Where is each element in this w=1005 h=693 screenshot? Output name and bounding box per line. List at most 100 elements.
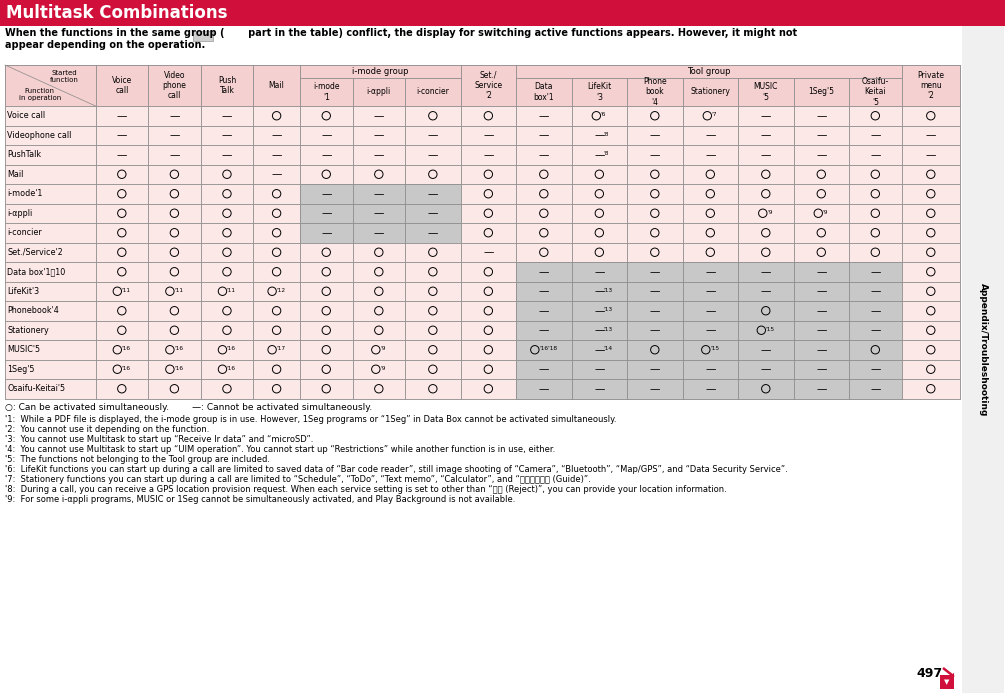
Bar [5,184,95,204]
Bar [299,262,353,281]
Bar [353,243,405,262]
Bar [738,262,794,281]
Bar [299,164,353,184]
Bar [627,164,682,184]
Bar [517,164,572,184]
Bar [299,243,353,262]
Text: —: — [321,228,332,238]
Bar [5,65,960,78]
Bar [95,379,148,398]
Bar [5,145,95,164]
Bar [572,320,627,340]
Bar [299,184,353,204]
Bar [962,26,1004,693]
Bar [201,379,253,398]
Bar [201,65,253,106]
Bar [299,125,353,145]
Bar [405,379,460,398]
Bar [405,184,460,204]
Bar [460,301,517,320]
Bar [5,320,95,340]
Text: '14: '14 [603,346,612,351]
Bar [253,125,299,145]
Text: When the functions in the same group (       part in the table) conflict, the di: When the functions in the same group ( p… [5,28,797,50]
Bar [849,243,901,262]
Bar [201,262,253,281]
Text: —: — [374,150,384,160]
Bar [517,281,572,301]
Text: —: — [816,286,826,296]
Bar [148,125,201,145]
Text: Appendix/Troubleshooting: Appendix/Troubleshooting [979,283,988,416]
Bar [460,243,517,262]
Text: —: — [761,111,771,121]
Bar [794,243,849,262]
Bar [627,360,682,379]
Bar [627,145,682,164]
Text: —: — [428,130,438,140]
Bar [517,243,572,262]
Text: —: — [594,267,604,277]
Text: '7:  Stationery functions you can start up during a call are limited to “Schedul: '7: Stationery functions you can start u… [5,475,591,484]
Bar [201,340,253,360]
Bar [738,243,794,262]
Bar [849,125,901,145]
Bar [299,223,353,243]
Bar [794,301,849,320]
Bar [572,340,627,360]
Text: Tool group: Tool group [687,67,731,76]
Bar [405,223,460,243]
Bar [253,223,299,243]
Bar [5,360,95,379]
Bar [794,145,849,164]
Bar [794,164,849,184]
Text: —: — [870,384,880,394]
Bar [738,223,794,243]
Text: '3:  You cannot use Multitask to start up “Receive Ir data” and “microSD”.: '3: You cannot use Multitask to start up… [5,435,314,444]
Text: —: — [816,384,826,394]
Bar [353,78,405,106]
Bar [682,379,738,398]
Text: '16: '16 [227,346,235,351]
Bar [460,281,517,301]
Bar [148,379,201,398]
Bar [901,360,960,379]
Bar [95,145,148,164]
Text: i-concier: i-concier [7,228,42,237]
Bar [738,360,794,379]
Bar [299,204,353,223]
Text: —: — [761,267,771,277]
Bar [738,125,794,145]
Bar [148,164,201,184]
Bar [95,223,148,243]
Text: —: — [649,325,660,335]
Text: '12: '12 [276,288,285,293]
Bar [682,125,738,145]
Text: —: — [321,209,332,218]
Bar [353,379,405,398]
Text: —: — [222,130,232,140]
Text: —: — [649,286,660,296]
Text: '11: '11 [227,288,235,293]
Bar [460,164,517,184]
Text: Osaifu-Keitai'5: Osaifu-Keitai'5 [7,384,65,393]
Bar [405,204,460,223]
Bar [849,301,901,320]
Bar [405,262,460,281]
Bar [794,379,849,398]
Bar [849,164,901,184]
Text: —: — [870,130,880,140]
Bar [405,320,460,340]
Bar [148,65,201,106]
Bar [517,262,572,281]
Bar [299,106,353,125]
Bar [201,145,253,164]
Bar [405,125,460,145]
Text: i-αppli: i-αppli [367,87,391,96]
Text: —: — [539,111,549,121]
Text: —: — [374,209,384,218]
Text: '9: '9 [822,210,828,215]
Bar [5,65,960,398]
Text: Set./Service'2: Set./Service'2 [7,248,62,256]
Text: —: — [706,267,716,277]
